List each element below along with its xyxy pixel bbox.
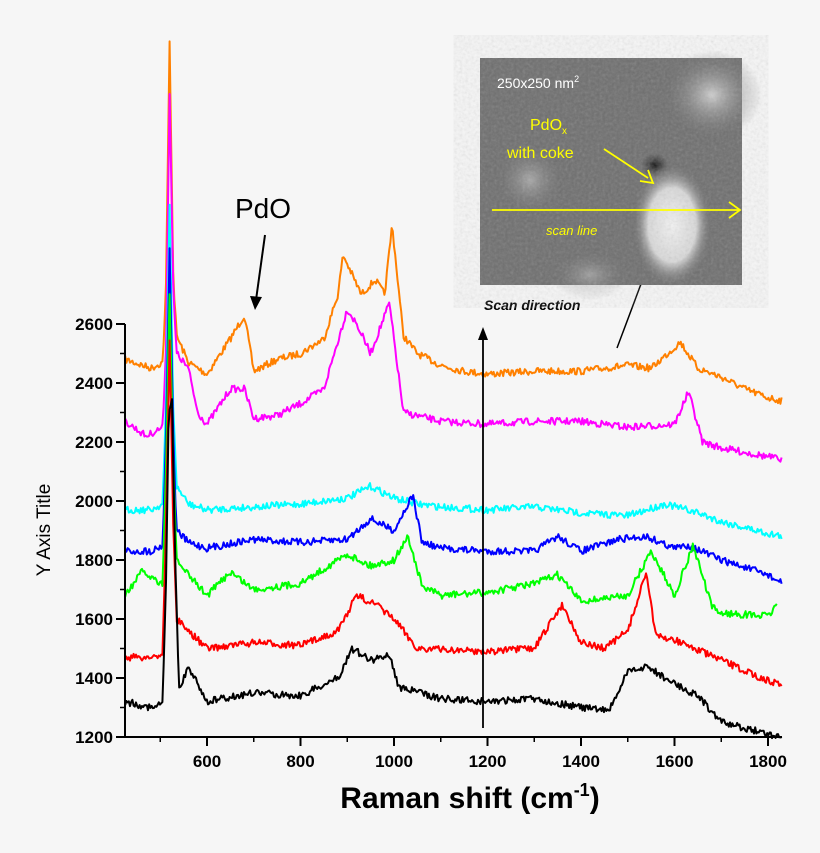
inset-pdox-label: PdOx [530, 117, 567, 137]
series-line-5 [124, 339, 783, 687]
inset-scale-label: 250x250 nm2 [497, 74, 579, 91]
series-line-0 [124, 40, 783, 405]
x-tick-label: 1200 [469, 752, 507, 771]
series-line-4 [124, 293, 778, 619]
y-axis-title: Y Axis Title [34, 484, 55, 577]
x-tick-label: 1600 [656, 752, 694, 771]
inset-scan-line-label: scan line [546, 223, 597, 238]
scan-direction-arrow-head [478, 327, 488, 340]
afm-inset-image: 250x250 nm2 PdOx with coke scan line [480, 50, 762, 300]
y-tick-label: 2000 [75, 492, 113, 511]
series-line-2 [124, 203, 783, 540]
series-line-3 [124, 247, 783, 584]
x-axis-title: Raman shift (cm-1) [340, 780, 599, 815]
pdo-label: PdO [235, 193, 291, 224]
series-line-1 [124, 93, 783, 463]
y-tick-label: 2600 [75, 315, 113, 334]
inset-coke-label: with coke [506, 145, 574, 162]
y-tick-label: 1800 [75, 551, 113, 570]
x-tick-label: 800 [286, 752, 314, 771]
axes: 1200 1400 1600 1800 2000 2200 2400 2600 600 800 10… [75, 315, 787, 771]
x-tick-label: 1000 [375, 752, 413, 771]
x-tick-label: 1400 [562, 752, 600, 771]
x-tick-label: 1800 [749, 752, 787, 771]
series-line-6 [124, 398, 783, 740]
y-tick-label: 2200 [75, 433, 113, 452]
inset-particle-arrow-head [639, 169, 655, 185]
y-tick-label: 1200 [75, 728, 113, 747]
inset-scan-line-head [728, 201, 742, 219]
y-tick-label: 1400 [75, 669, 113, 688]
scan-direction-label: Scan direction [484, 297, 580, 313]
y-tick-label: 1600 [75, 610, 113, 629]
x-tick-label: 600 [193, 752, 221, 771]
pdo-arrow-head [250, 296, 262, 310]
y-tick-label: 2400 [75, 374, 113, 393]
pdo-arrow [255, 234, 266, 301]
series-layer [124, 40, 783, 740]
inset-particle-arrow [603, 148, 649, 179]
